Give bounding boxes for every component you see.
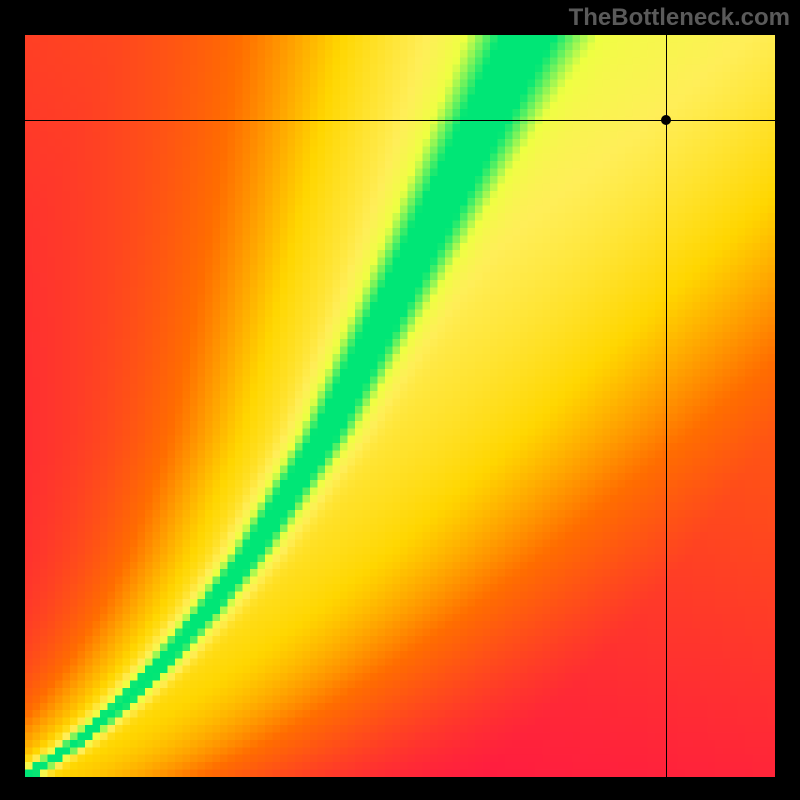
heatmap-canvas <box>25 35 775 777</box>
watermark-text: TheBottleneck.com <box>569 4 790 32</box>
crosshair-vertical <box>666 35 667 777</box>
bottleneck-heatmap <box>25 35 775 777</box>
selection-marker <box>661 115 671 125</box>
